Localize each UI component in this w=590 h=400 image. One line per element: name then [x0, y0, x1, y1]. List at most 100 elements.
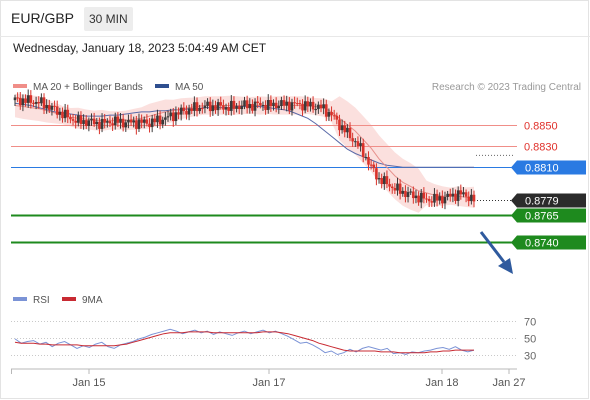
rsi-lines [14, 328, 475, 356]
candle-body [227, 107, 230, 111]
candle-body [79, 115, 83, 124]
candle-body [301, 103, 304, 111]
candle-body [385, 176, 389, 185]
candle-body [335, 115, 339, 120]
level-labels: 0.8850 0.8830 0.8810 0.8779 0.8765 0.8740 [511, 121, 586, 250]
candle-body [390, 186, 394, 189]
candle-body [216, 102, 220, 111]
rsi-tick-label: 30 [524, 351, 536, 363]
candle-body [261, 104, 265, 106]
candle-body [443, 196, 447, 204]
candle-body [248, 104, 252, 109]
x-tick-label: Jan 18 [425, 377, 458, 389]
candle-body [306, 101, 310, 107]
candle-body [164, 117, 167, 120]
candle-body [346, 127, 349, 133]
candle-body [372, 164, 376, 169]
candle-body [32, 102, 35, 104]
candle-body [161, 119, 165, 125]
candle-body [108, 121, 112, 124]
candle-body [282, 100, 286, 106]
candle-body [462, 192, 465, 195]
pivot-label: 0.8810 [525, 163, 559, 175]
candle-body [351, 138, 354, 142]
candle-body [404, 190, 407, 198]
candle-body [29, 95, 33, 103]
candle-body [298, 103, 302, 105]
candle-body [190, 108, 194, 111]
candle-body [198, 108, 201, 112]
ma20-legend-label: MA 20 + Bollinger Bands [33, 82, 143, 93]
candle-body [369, 164, 373, 166]
candle-body [87, 120, 91, 126]
candle-body [150, 118, 154, 127]
candle-body [193, 102, 196, 111]
candle-body [61, 111, 64, 119]
candle-body [277, 106, 281, 109]
candle-body [353, 141, 357, 143]
candle-body [427, 198, 431, 202]
candle-body [26, 95, 30, 103]
x-tick-label: Jan 17 [252, 377, 285, 389]
candle-body [100, 118, 104, 129]
candle-body [367, 156, 370, 165]
candle-body [433, 193, 436, 203]
currency-pair-title: EUR/GBP [11, 10, 75, 26]
candle-body [338, 119, 341, 131]
candle-body [40, 97, 43, 104]
candle-body [414, 195, 418, 199]
resistance-label: 0.8850 [524, 121, 558, 133]
candle-body [266, 100, 270, 110]
support-label-tip [511, 235, 517, 250]
candle-body [177, 112, 180, 115]
pivot-label-box [517, 160, 586, 175]
candle-body [451, 193, 455, 197]
candle-body [237, 106, 241, 110]
candle-body [377, 178, 381, 180]
candle-body [324, 104, 328, 117]
candle-body [243, 100, 246, 107]
x-axis-ticks: Jan 15 Jan 17 Jan 18 Jan 27 [11, 369, 526, 389]
rsi-ma9-line [14, 331, 474, 354]
rsi-line [14, 328, 475, 356]
candle-body [314, 109, 318, 111]
candle-body [330, 112, 333, 116]
support-label-box [517, 208, 586, 223]
candle-body [187, 108, 191, 115]
candle-body [230, 100, 233, 111]
candle-body [34, 101, 38, 104]
candle-body [454, 193, 457, 201]
candle-body [375, 168, 378, 180]
x-tick-label: Jan 15 [72, 377, 105, 389]
candle-body [327, 112, 331, 117]
chart-header: EUR/GBP 30 MIN [0, 0, 590, 36]
candle-body [148, 123, 151, 127]
candle-body [174, 112, 178, 122]
candle-body [214, 105, 217, 111]
candle-body [311, 101, 315, 110]
last-price-box [517, 193, 586, 208]
candle-body [74, 120, 77, 123]
candle-body [251, 104, 254, 111]
rsi-tick-label: 70 [524, 317, 536, 329]
candle-body [224, 107, 228, 110]
candle-body [470, 194, 473, 202]
candle-body [288, 101, 291, 111]
candle-body [256, 101, 259, 103]
candle-body [272, 102, 275, 107]
timeframe-badge[interactable]: 30 MIN [84, 7, 133, 31]
forecast-arrow-head [498, 258, 513, 274]
candle-body [119, 118, 122, 123]
candle-body [21, 98, 25, 106]
bollinger-band [15, 93, 474, 213]
ma9-legend-label: 9MA [82, 295, 103, 306]
candle-body [446, 193, 449, 197]
candle-body [340, 125, 344, 131]
candle-body [467, 196, 471, 202]
candle-body [206, 101, 209, 106]
candle-body [348, 127, 352, 139]
candle-body [364, 156, 368, 158]
rsi-legend-swatch [13, 297, 27, 301]
candle-body [71, 119, 75, 121]
candle-body [211, 105, 215, 112]
